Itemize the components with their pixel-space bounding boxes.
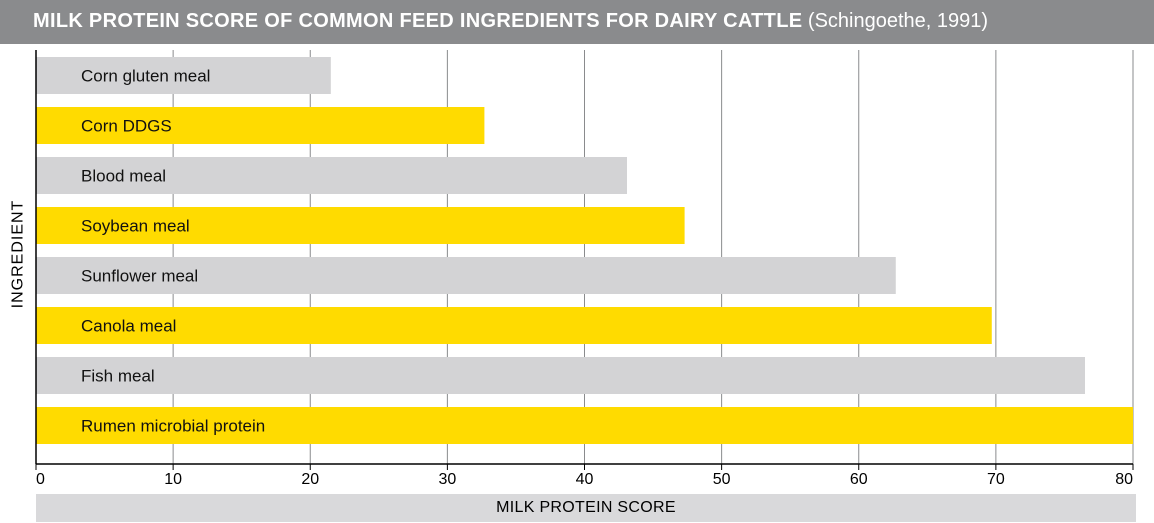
- bar-label-blood-meal: Blood meal: [81, 167, 166, 186]
- x-tick-label-40: 40: [576, 471, 594, 488]
- x-tick-label-0: 0: [36, 471, 45, 488]
- chart-title: MILK PROTEIN SCORE OF COMMON FEED INGRED…: [0, 0, 1154, 44]
- x-tick-label-20: 20: [301, 471, 319, 488]
- chart-title-text: MILK PROTEIN SCORE OF COMMON FEED INGRED…: [33, 10, 803, 32]
- x-axis-label-text: MILK PROTEIN SCORE: [496, 499, 676, 516]
- bar-label-soybean-meal: Soybean meal: [81, 217, 190, 236]
- x-axis-label: MILK PROTEIN SCORE: [36, 494, 1136, 522]
- x-tick-label-70: 70: [987, 471, 1005, 488]
- bar-label-fish-meal: Fish meal: [81, 367, 155, 386]
- bar-chart: Corn gluten meal Corn DDGS Blood meal Soybe…: [35, 50, 1134, 488]
- bar-corn-gluten-meal: [36, 57, 331, 94]
- bar-label-sunflower-meal: Sunflower meal: [81, 267, 198, 286]
- bar-soybean-meal: [36, 207, 685, 244]
- x-tick-label-50: 50: [713, 471, 731, 488]
- x-tick-label-80: 80: [1115, 471, 1133, 488]
- bar-sunflower-meal: [36, 257, 896, 294]
- bar-label-corn-gluten-meal: Corn gluten meal: [81, 67, 210, 86]
- bar-canola-meal: [36, 307, 992, 344]
- bar-rumen-microbial-protein: [36, 407, 1133, 444]
- x-tick-label-10: 10: [164, 471, 182, 488]
- bar-fish-meal: [36, 357, 1086, 394]
- bar-label-rumen-microbial-protein: Rumen microbial protein: [81, 417, 265, 436]
- bar-blood-meal: [36, 157, 628, 194]
- x-tick-label-60: 60: [850, 471, 868, 488]
- bar-label-canola-meal: Canola meal: [81, 317, 176, 336]
- x-tick-label-30: 30: [438, 471, 456, 488]
- bar-label-corn-ddgs: Corn DDGS: [81, 117, 172, 136]
- bar-corn-ddgs: [36, 107, 485, 144]
- chart-citation: (Schingoethe, 1991): [807, 10, 989, 32]
